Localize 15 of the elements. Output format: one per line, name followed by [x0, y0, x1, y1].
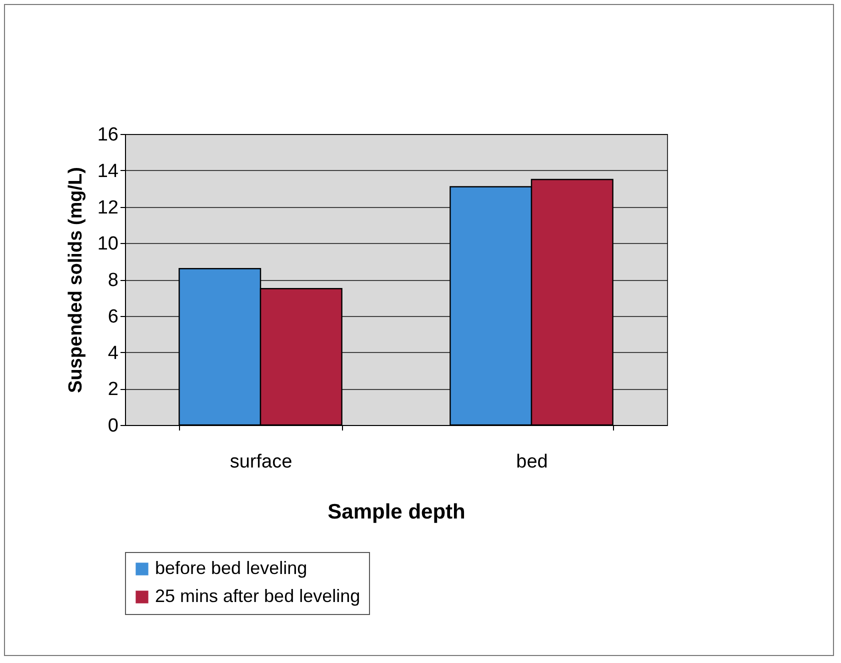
y-tick-label: 16 — [97, 124, 118, 146]
y-tick-label: 14 — [97, 160, 119, 182]
y-tick-label: 0 — [108, 416, 118, 436]
y-tick-label: 10 — [97, 234, 118, 255]
y-tick-label: 8 — [108, 270, 118, 291]
y-tick-label: 6 — [108, 306, 118, 328]
x-tick-label: surface — [230, 452, 292, 472]
x-axis-title: Sample depth — [328, 500, 466, 524]
y-tick-label: 12 — [97, 197, 118, 218]
x-tick-label: bed — [516, 452, 548, 472]
y-tick-label: 4 — [108, 342, 119, 364]
legend-label: 25 mins after bed leveling — [155, 586, 360, 606]
legend-label: before bed leveling — [155, 558, 308, 578]
y-axis-title: Suspended solids (mg/L) — [65, 167, 86, 393]
y-tick-label: 2 — [108, 379, 118, 400]
